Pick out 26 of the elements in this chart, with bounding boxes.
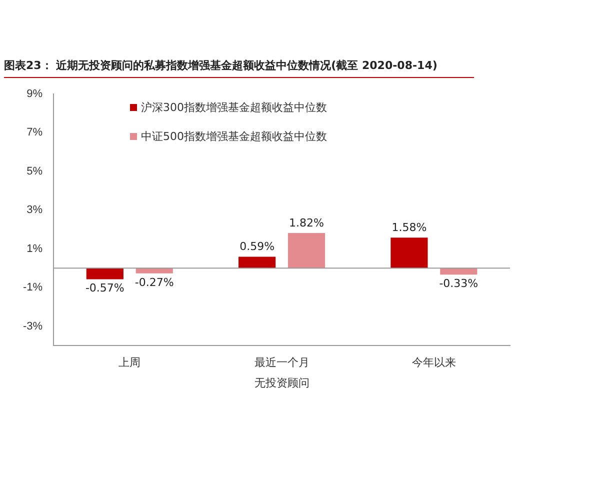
bar bbox=[86, 268, 124, 280]
y-tick-label: -1% bbox=[23, 282, 43, 294]
bar bbox=[136, 268, 173, 274]
y-tick-label: -3% bbox=[23, 320, 43, 332]
data-label: -0.27% bbox=[134, 276, 174, 289]
y-tick-label: 1% bbox=[26, 242, 43, 255]
legend-label: 中证500指数增强基金超额收益中位数 bbox=[141, 129, 327, 144]
data-label: -0.33% bbox=[439, 276, 478, 290]
y-tick-label: 5% bbox=[26, 165, 43, 178]
chart-title: 图表23： 近期无投资顾问的私募指数增强基金超额收益中位数情况(截至 2020-08-14) bbox=[4, 58, 474, 78]
y-tick-label: 7% bbox=[26, 126, 43, 139]
bar bbox=[238, 256, 276, 268]
x-tick-label: 最近一个月 bbox=[254, 356, 310, 370]
data-label: -0.57% bbox=[85, 282, 124, 295]
data-label: 0.59% bbox=[240, 240, 275, 254]
x-tick-label: 上周 bbox=[118, 356, 141, 370]
data-label: 1.58% bbox=[392, 220, 427, 234]
y-tick-label: 3% bbox=[26, 204, 43, 216]
y-tick-label: 9% bbox=[26, 88, 43, 100]
x-axis-title: 无投资顾问 bbox=[254, 377, 310, 390]
data-label: 1.82% bbox=[289, 216, 324, 230]
bar bbox=[440, 268, 478, 275]
legend-label: 沪深300指数增强基金超额收益中位数 bbox=[141, 100, 327, 115]
bar bbox=[288, 232, 326, 268]
x-tick-label: 今年以来 bbox=[412, 356, 456, 370]
bar bbox=[390, 238, 428, 268]
